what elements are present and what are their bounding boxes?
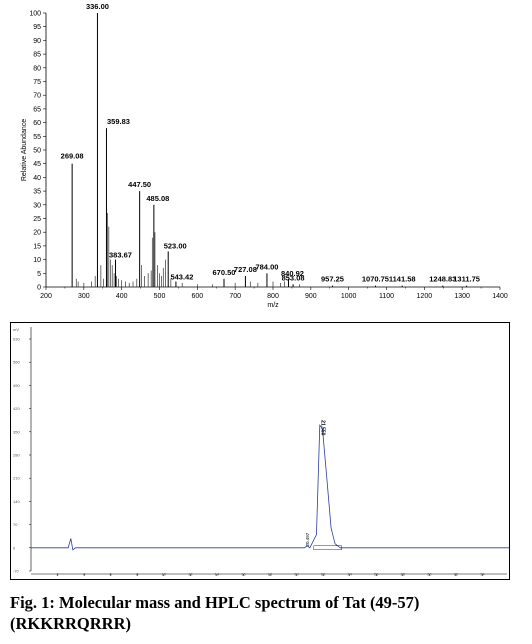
x-tick-label: 20 <box>294 572 299 577</box>
peak-label: 957.25 <box>321 275 344 284</box>
x-tick-label: 18 <box>268 572 273 577</box>
x-tick-label: 26 <box>374 572 379 577</box>
y-tick-label: 70 <box>13 522 18 527</box>
y-unit-label: mV <box>13 327 19 332</box>
y-tick-label: 420 <box>13 406 20 411</box>
peak-label: 1141.58 <box>389 275 416 284</box>
x-tick-label: 4 <box>83 572 86 577</box>
peak-label: 543.42 <box>170 273 193 282</box>
integration-marker <box>313 545 342 551</box>
y-tick-label: 350 <box>13 429 20 434</box>
x-tick-label: 1100 <box>379 293 394 300</box>
peak-label: 21.550 <box>319 420 325 436</box>
x-tick-label: 800 <box>267 293 279 300</box>
caption-line-1: Fig. 1: Molecular mass and HPLC spectrum… <box>10 593 420 612</box>
y-tick-label: 60 <box>33 120 41 127</box>
x-tick-label: 16 <box>241 572 246 577</box>
y-tick-label: 75 <box>33 79 41 86</box>
peak-label: 269.08 <box>61 152 84 161</box>
x-tick-label: 6 <box>110 572 113 577</box>
y-tick-label: 280 <box>13 453 20 458</box>
x-tick-label: 700 <box>229 293 241 300</box>
figure-caption: Fig. 1: Molecular mass and HPLC spectrum… <box>10 592 522 634</box>
hplc-chart-frame: mV -70 0 70 140 210 280 350 420 490 560 630 2 4 6 8 10 12… <box>10 322 510 580</box>
x-tick-label: 30 <box>427 572 432 577</box>
peak-label: 336.00 <box>86 2 109 11</box>
y-tick-label: 40 <box>33 175 41 182</box>
peak-label: 447.50 <box>128 180 151 189</box>
peak-label: 1248.83 <box>429 275 456 284</box>
x-tick-label: 34 <box>480 572 485 577</box>
y-tick-label: 630 <box>13 337 20 342</box>
x-tick-label: 1300 <box>454 293 470 300</box>
x-tick-label: 500 <box>154 293 166 300</box>
peak-label: 853.08 <box>282 273 305 282</box>
x-tick-label: 200 <box>40 293 52 300</box>
y-tick-label: 55 <box>33 134 41 141</box>
y-tick-label: 20 <box>33 230 41 237</box>
y-tick-label: 90 <box>33 38 41 45</box>
x-axis-label: m/z <box>267 302 279 309</box>
x-tick-label: 900 <box>305 293 317 300</box>
x-tick-label: 32 <box>454 572 459 577</box>
peak-label: 670.50 <box>213 268 236 277</box>
x-tick-label: 10 <box>162 572 167 577</box>
y-tick-label: 85 <box>33 52 41 59</box>
y-tick-label: 15 <box>33 243 41 250</box>
y-tick-label: 490 <box>13 383 20 388</box>
caption-line-2: (RKKRRQRRR) <box>10 614 131 633</box>
x-tick-label: 2 <box>56 572 59 577</box>
y-tick-label: 0 <box>37 285 41 292</box>
chromatogram-trace <box>31 424 509 551</box>
x-tick-label: 12 <box>188 572 193 577</box>
y-axis-label: Relative Abundance <box>21 119 28 181</box>
mass-spectrum-chart: 0 5 10 15 20 25 30 35 40 45 50 55 60 65 70 75 80 85 90 95 10… <box>21 2 508 309</box>
y-tick-label: 560 <box>13 360 20 365</box>
peak-label: 1070.75 <box>362 275 389 284</box>
y-tick-label: 80 <box>33 65 41 72</box>
peak-label: 383.67 <box>109 251 132 260</box>
y-tick-label: 50 <box>33 148 41 155</box>
y-tick-label: 210 <box>13 476 20 481</box>
y-tick-label: 95 <box>33 24 41 31</box>
peak-label: 523.00 <box>164 241 187 250</box>
y-tick-label: 30 <box>33 202 41 209</box>
x-tick-label: 8 <box>136 572 139 577</box>
y-tick-label: 65 <box>33 106 41 113</box>
y-tick-label: 0 <box>13 545 16 550</box>
y-tick-label: 45 <box>33 161 41 168</box>
x-tick-label: 22 <box>321 572 326 577</box>
y-tick-label: 5 <box>37 271 41 278</box>
peak-label: 840.92 <box>281 269 304 278</box>
x-tick-label: 400 <box>116 293 128 300</box>
x-tick-label: 300 <box>78 293 90 300</box>
y-tick-label: 70 <box>33 93 41 100</box>
y-tick-label: -70 <box>13 569 20 574</box>
peak-label: 727.08 <box>234 265 257 274</box>
x-tick-label: 14 <box>215 572 220 577</box>
x-tick-label: 24 <box>347 572 352 577</box>
x-tick-label: 1200 <box>417 293 433 300</box>
y-tick-label: 35 <box>33 189 41 196</box>
peak-label: 20.497 <box>305 532 310 546</box>
x-tick-label: 1400 <box>492 293 508 300</box>
y-tick-label: 25 <box>33 216 41 223</box>
x-tick-label: 28 <box>401 572 406 577</box>
y-tick-label: 100 <box>29 11 41 18</box>
y-tick-label: 140 <box>13 499 20 504</box>
peak-label: 359.83 <box>107 117 130 126</box>
peak-label: 784.00 <box>255 262 278 271</box>
peak-label: 485.08 <box>146 194 169 203</box>
x-tick-label: 1000 <box>341 293 357 300</box>
x-tick-label: 600 <box>191 293 203 300</box>
y-tick-label: 10 <box>33 257 41 264</box>
peak-label: 1311.75 <box>453 275 480 284</box>
